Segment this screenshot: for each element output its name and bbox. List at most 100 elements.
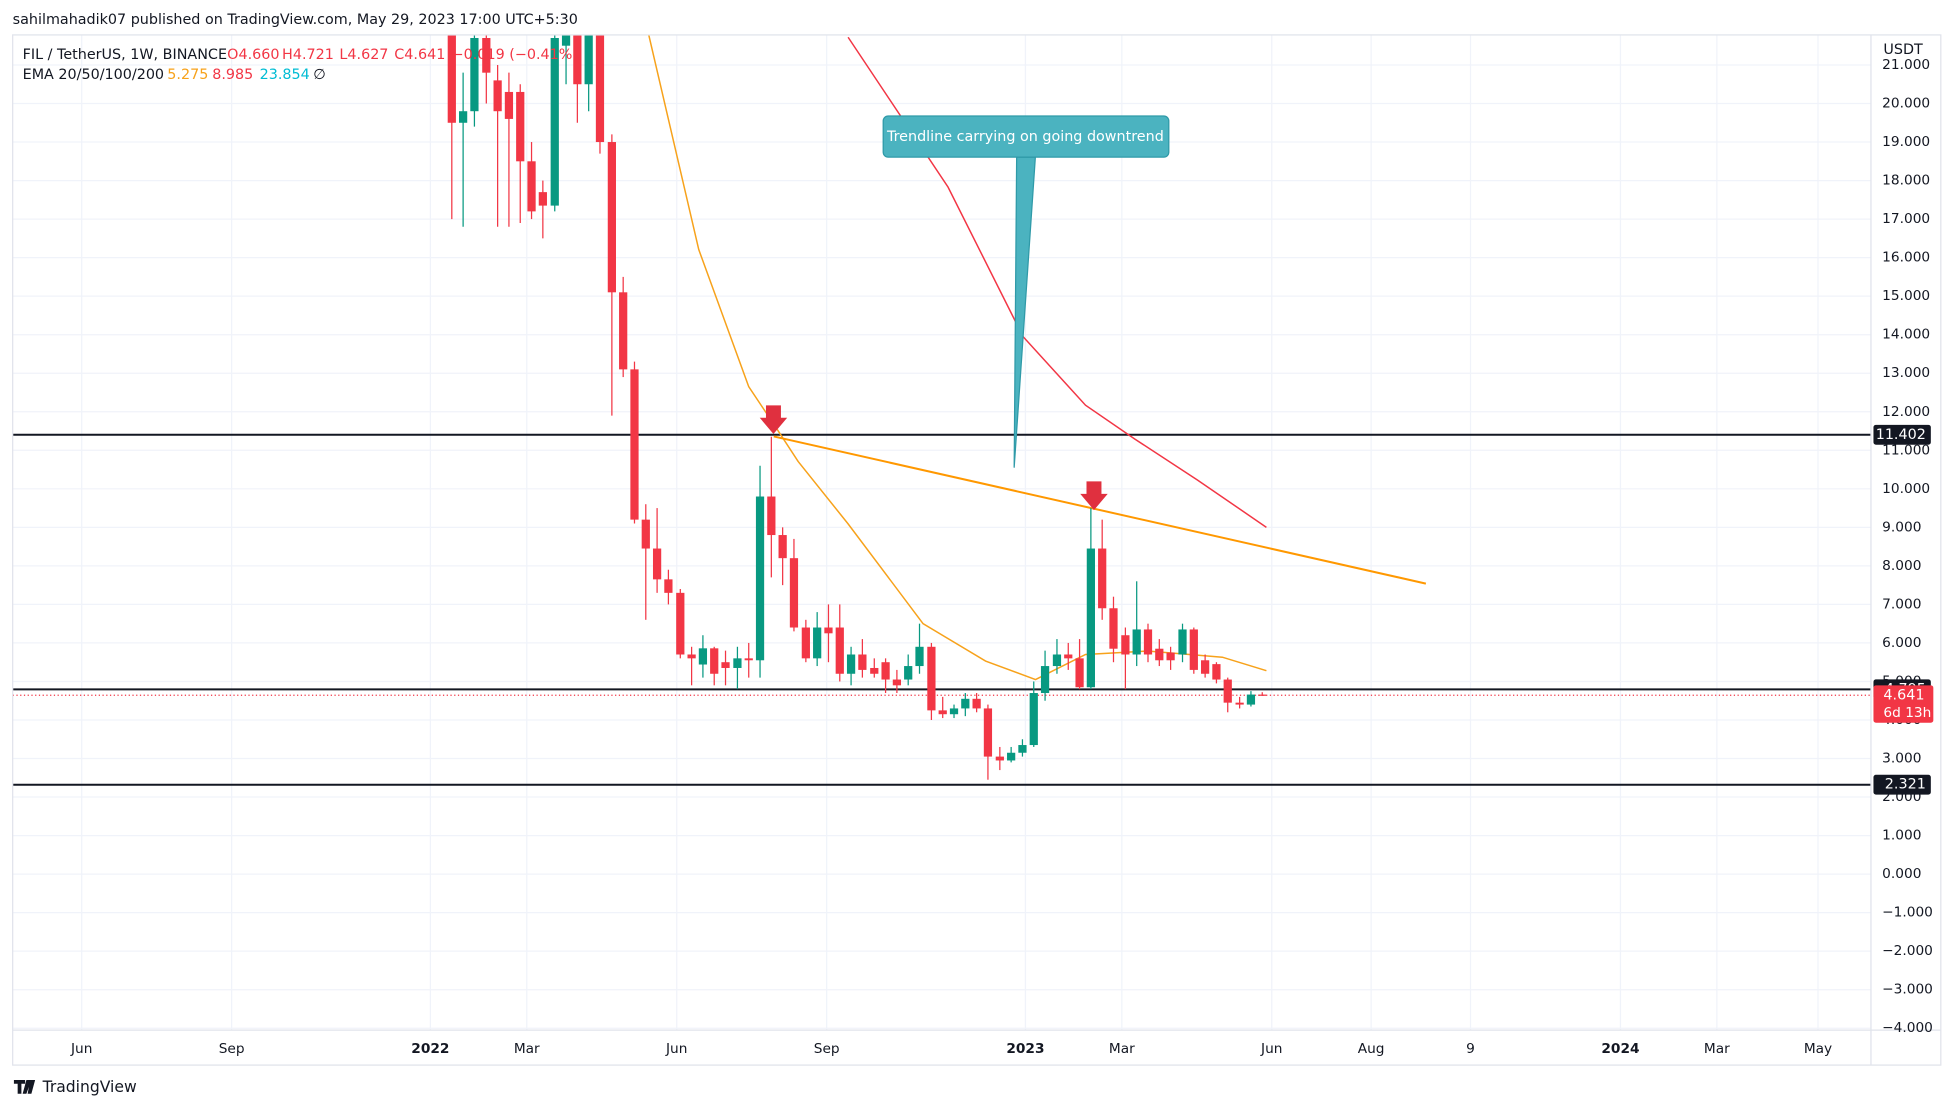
candle-body xyxy=(1201,660,1210,674)
y-tick-label: 9.000 xyxy=(1882,519,1921,535)
brand: TradingView xyxy=(42,1078,137,1096)
callout-text: Trendline carrying on going downtrend xyxy=(886,129,1164,145)
candle-body xyxy=(1075,658,1084,688)
candle-body xyxy=(573,34,582,85)
candle-body xyxy=(676,592,685,655)
x-tick-label: 9 xyxy=(1466,1041,1475,1057)
candle-body xyxy=(1235,702,1244,705)
y-tick-label: 0.000 xyxy=(1882,866,1921,882)
candle-body xyxy=(630,369,639,520)
y-tick-label: 12.000 xyxy=(1882,404,1930,420)
level-label-box xyxy=(1873,774,1931,795)
candle-body xyxy=(858,654,867,670)
ema-100-value: 23.854 xyxy=(260,67,310,83)
candle-body xyxy=(1178,629,1187,655)
y-tick-label: 14.000 xyxy=(1882,327,1930,343)
candle-body xyxy=(698,648,708,665)
legend: FIL / TetherUS, 1W, BINANCE O4.660 H4.72… xyxy=(23,47,578,83)
y-tick-label: 17.000 xyxy=(1882,211,1930,227)
candle-body xyxy=(1246,694,1256,705)
candle-body xyxy=(1029,693,1038,746)
candle-body xyxy=(733,658,742,668)
x-tick-label: Mar xyxy=(1704,1041,1730,1057)
candle-body xyxy=(1258,694,1267,696)
x-tick-label: May xyxy=(1804,1041,1832,1057)
candle-body xyxy=(767,496,776,536)
candle-body xyxy=(619,292,628,370)
candle-body xyxy=(652,548,662,580)
trendline xyxy=(773,435,1427,585)
candle-body xyxy=(870,667,879,674)
candle-body xyxy=(641,519,650,549)
candle-body xyxy=(927,646,936,711)
y-tick-label: 18.000 xyxy=(1882,173,1930,189)
candle-body xyxy=(1212,664,1221,680)
candle-body xyxy=(1040,666,1050,694)
candle-body xyxy=(813,627,822,659)
y-tick-label: 1.000 xyxy=(1882,828,1921,844)
logo xyxy=(13,1080,36,1094)
ema-200-value: ∅ xyxy=(313,67,325,83)
candle-body xyxy=(846,654,856,674)
y-tick-label: 20.000 xyxy=(1882,96,1930,112)
candle-body xyxy=(664,579,673,593)
ema-line xyxy=(847,36,1267,528)
ema-50-value: 8.985 xyxy=(212,67,253,83)
candle-body xyxy=(1155,648,1164,661)
candle-body xyxy=(881,662,890,680)
candle-body xyxy=(801,627,810,659)
candle-body xyxy=(961,698,970,709)
candle-body xyxy=(892,679,902,686)
y-tick-label: 15.000 xyxy=(1882,288,1930,304)
candle-body xyxy=(1121,635,1130,655)
candle-body xyxy=(949,708,959,715)
candle-body xyxy=(687,654,696,659)
y-tick-label: 10.000 xyxy=(1882,481,1930,497)
low: L4.627 xyxy=(339,47,388,63)
x-tick-label: 2022 xyxy=(411,1041,449,1057)
y-tick-label: 6.000 xyxy=(1882,635,1921,651)
y-tick-label: 16.000 xyxy=(1882,250,1930,266)
candle-body xyxy=(470,38,479,112)
grid xyxy=(12,34,1871,1031)
annotation: Trendline carrying on going downtrend xyxy=(759,115,1170,511)
candle-body xyxy=(721,662,730,668)
candle-body xyxy=(1064,654,1073,659)
candle-body xyxy=(595,34,605,143)
candle-body xyxy=(1018,745,1027,753)
candle-body xyxy=(447,34,456,123)
candle-body xyxy=(538,192,547,206)
countdown: 6d 13h xyxy=(1883,705,1931,721)
x-tick-label: Jun xyxy=(665,1041,687,1057)
x-tick-label: Aug xyxy=(1358,1041,1385,1057)
candle-body xyxy=(744,658,753,661)
y-tick-label: 8.000 xyxy=(1882,558,1921,574)
y-tick-label: −2.000 xyxy=(1882,943,1933,959)
change: −0.019 (−0.41%) xyxy=(452,47,578,63)
currency: USDT xyxy=(1883,42,1923,58)
y-tick-label: 7.000 xyxy=(1882,596,1921,612)
level-label: 2.321 xyxy=(1885,777,1926,793)
x-tick-label: 2024 xyxy=(1601,1041,1639,1057)
symbol: FIL / TetherUS, 1W, BINANCE xyxy=(23,47,227,63)
last-price-box xyxy=(1873,685,1934,723)
x-tick-label: Jun xyxy=(1260,1041,1282,1057)
y-tick-label: 13.000 xyxy=(1882,365,1930,381)
high: H4.721 xyxy=(282,47,334,63)
candle-body xyxy=(1052,654,1062,667)
x-tick-label: Sep xyxy=(814,1041,840,1057)
candle-body xyxy=(561,34,571,46)
plot-area xyxy=(12,34,1871,786)
candle-body xyxy=(584,34,593,85)
axes: 21.000 20.000 19.000 18.000 17.000 16.000 15.0… xyxy=(70,57,1934,1057)
y-tick-label: 3.000 xyxy=(1882,751,1921,767)
candle-body xyxy=(983,708,993,757)
frame xyxy=(12,34,1942,1066)
y-tick-label: 19.000 xyxy=(1882,134,1930,150)
candle-body xyxy=(1166,652,1175,661)
candle-body xyxy=(458,111,468,123)
last-price-label: 4.641 xyxy=(1883,687,1924,703)
close: C4.641 xyxy=(394,47,445,63)
